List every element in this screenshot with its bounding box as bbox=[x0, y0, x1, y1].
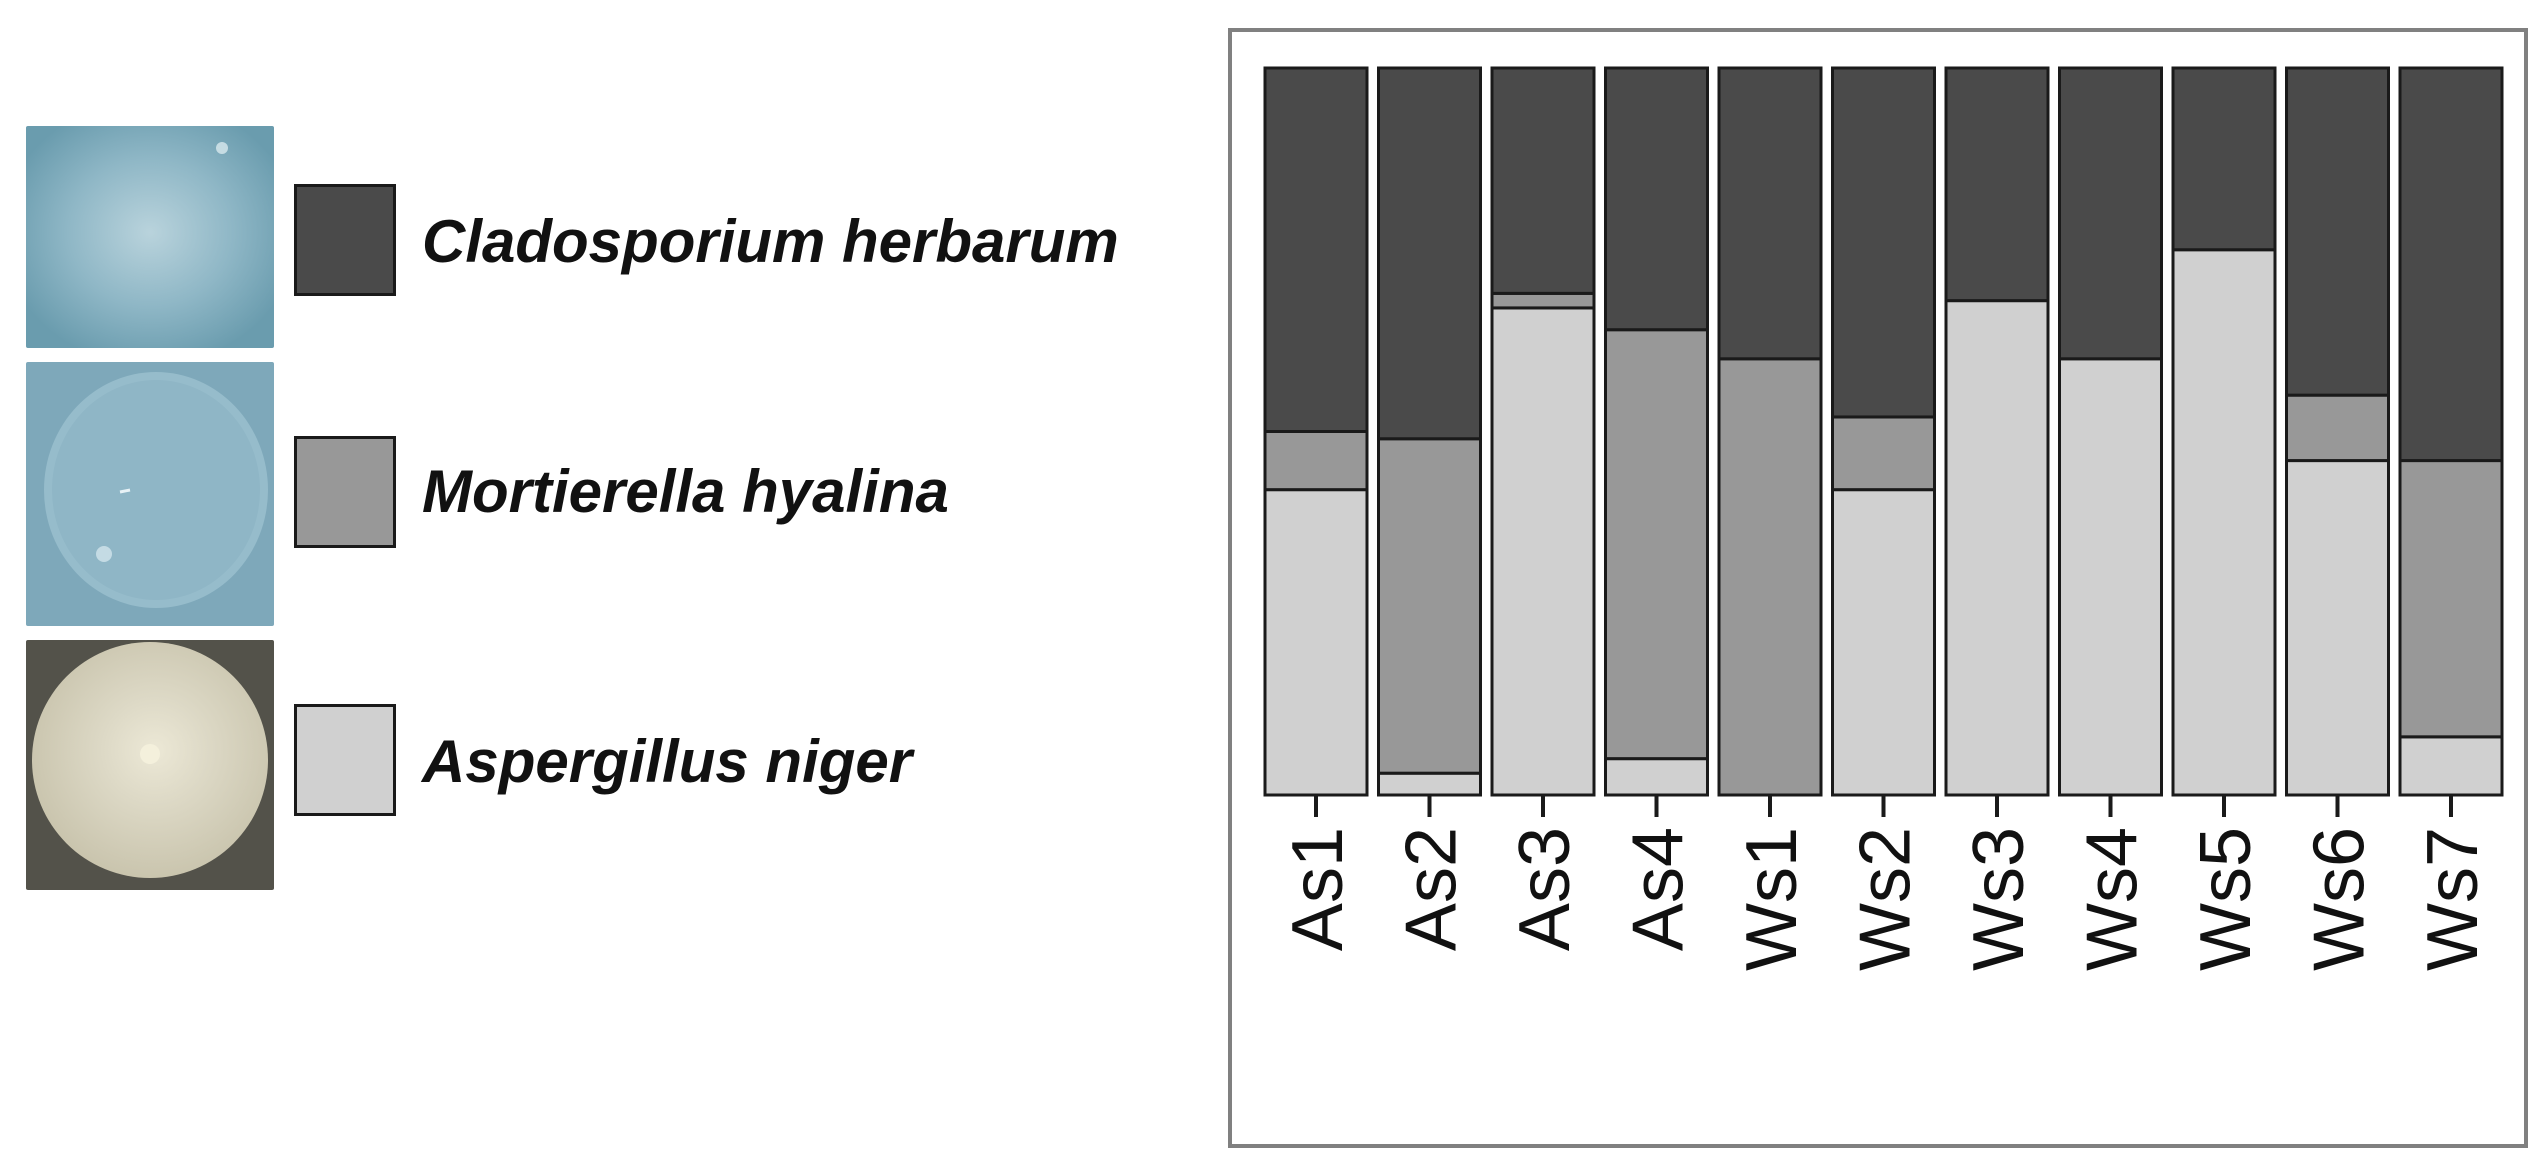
legend-swatch-mortierella bbox=[294, 436, 396, 548]
cream-fungal-colony-photo bbox=[26, 640, 274, 890]
bar-segment-as1-mortierella-hyalina bbox=[1263, 430, 1369, 492]
bar-segment-as3-mortierella-hyalina bbox=[1490, 291, 1596, 310]
x-tick-label-ws7: Ws7 bbox=[2413, 827, 2493, 971]
bar-segment-ws3-cladosporium-herbarum bbox=[1944, 66, 2050, 303]
bar-segment-as4-mortierella-hyalina bbox=[1604, 328, 1709, 761]
x-tick-label-ws2: Ws2 bbox=[1846, 827, 1926, 971]
bar-segment-ws4-cladosporium-herbarum bbox=[2058, 66, 2163, 361]
bar-segment-ws6-aspergillus-niger bbox=[2285, 459, 2390, 797]
x-tick-label-as1: As1 bbox=[1278, 827, 1358, 951]
bar-segment-ws5-cladosporium-herbarum bbox=[2171, 66, 2277, 252]
bar-segment-as2-cladosporium-herbarum bbox=[1377, 66, 1482, 441]
bar-segment-as4-cladosporium-herbarum bbox=[1604, 66, 1709, 332]
legend-label-mortierella: Mortierella hyalina bbox=[422, 458, 949, 525]
pale-blue-fungal-colony-photo bbox=[26, 362, 274, 626]
x-tick-label-ws5: Ws5 bbox=[2186, 827, 2266, 971]
bar-segment-ws2-mortierella-hyalina bbox=[1831, 415, 1936, 492]
x-tick-label-ws4: Ws4 bbox=[2073, 827, 2153, 971]
bar-segment-ws5-aspergillus-niger bbox=[2171, 248, 2277, 797]
x-tick-label-as4: As4 bbox=[1619, 827, 1699, 951]
x-tick-label-ws1: Ws1 bbox=[1732, 827, 1812, 971]
bar-segment-ws7-cladosporium-herbarum bbox=[2398, 66, 2504, 463]
x-tick-label-ws6: Ws6 bbox=[2300, 827, 2380, 971]
bar-segment-ws3-aspergillus-niger bbox=[1944, 299, 2050, 797]
bar-segment-ws2-cladosporium-herbarum bbox=[1831, 66, 1936, 419]
bar-segment-ws7-mortierella-hyalina bbox=[2398, 459, 2504, 739]
bar-segment-ws2-aspergillus-niger bbox=[1831, 488, 1936, 797]
bar-segment-as4-aspergillus-niger bbox=[1604, 757, 1709, 797]
bar-segment-ws6-cladosporium-herbarum bbox=[2285, 66, 2390, 397]
legend-label-cladosporium: Cladosporium herbarum bbox=[422, 208, 1119, 275]
bar-segment-as2-aspergillus-niger bbox=[1377, 771, 1482, 797]
bar-segment-as1-aspergillus-niger bbox=[1263, 488, 1369, 797]
bar-segment-as3-aspergillus-niger bbox=[1490, 306, 1596, 797]
bar-segment-as1-cladosporium-herbarum bbox=[1263, 66, 1369, 433]
blue-gray-fungal-colony-photo bbox=[26, 126, 274, 348]
x-tick-label-as3: As3 bbox=[1505, 827, 1585, 951]
bar-segment-as2-mortierella-hyalina bbox=[1377, 437, 1482, 775]
legend-label-aspergillus: Aspergillus niger bbox=[422, 728, 913, 795]
x-tick-label-as2: As2 bbox=[1392, 827, 1472, 951]
bar-segment-as3-cladosporium-herbarum bbox=[1490, 66, 1596, 295]
legend-swatch-cladosporium bbox=[294, 184, 396, 296]
bar-segment-ws4-aspergillus-niger bbox=[2058, 357, 2163, 797]
x-tick-label-ws3: Ws3 bbox=[1959, 827, 2039, 971]
bar-segment-ws7-aspergillus-niger bbox=[2398, 735, 2504, 797]
bar-segment-ws6-mortierella-hyalina bbox=[2285, 393, 2390, 463]
legend-swatch-aspergillus bbox=[294, 704, 396, 816]
bar-segment-ws1-cladosporium-herbarum bbox=[1717, 66, 1823, 361]
bar-segment-ws1-mortierella-hyalina bbox=[1717, 357, 1823, 797]
chart-frame bbox=[1228, 28, 2528, 1148]
